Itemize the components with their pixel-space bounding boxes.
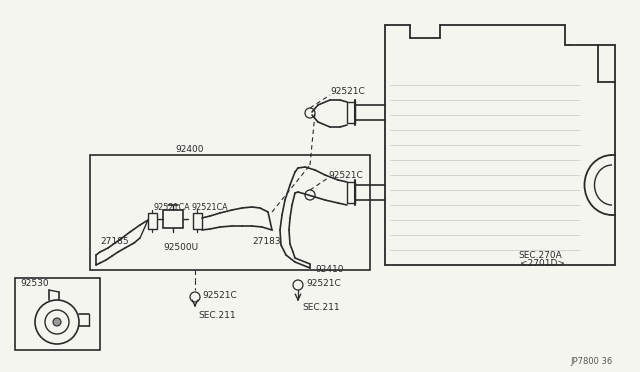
Bar: [90, 155, 370, 270]
Text: SEC.211: SEC.211: [302, 304, 340, 312]
Text: 92530: 92530: [20, 279, 49, 289]
Text: SEC.211: SEC.211: [198, 311, 236, 321]
Text: 92521C: 92521C: [330, 87, 365, 96]
Circle shape: [35, 300, 79, 344]
Text: 92521CA: 92521CA: [153, 203, 189, 212]
Text: 92410: 92410: [315, 266, 344, 275]
Text: 92500U: 92500U: [163, 244, 198, 253]
Text: 92521C: 92521C: [328, 170, 363, 180]
Bar: [148, 213, 157, 229]
Text: SEC.270A: SEC.270A: [518, 250, 562, 260]
Text: 92521CA: 92521CA: [192, 203, 228, 212]
Text: 92521C: 92521C: [202, 292, 237, 301]
Bar: [347, 102, 355, 123]
Text: 92400: 92400: [175, 144, 204, 154]
Text: <2701D>: <2701D>: [520, 260, 565, 269]
Text: 27185: 27185: [100, 237, 129, 247]
Text: 27183: 27183: [252, 237, 280, 246]
Bar: [15, 278, 100, 350]
Text: 92521C: 92521C: [306, 279, 340, 289]
Bar: [163, 210, 183, 228]
Text: JP7800 36: JP7800 36: [570, 357, 612, 366]
Bar: [347, 182, 355, 203]
Bar: [193, 213, 202, 229]
Circle shape: [53, 318, 61, 326]
